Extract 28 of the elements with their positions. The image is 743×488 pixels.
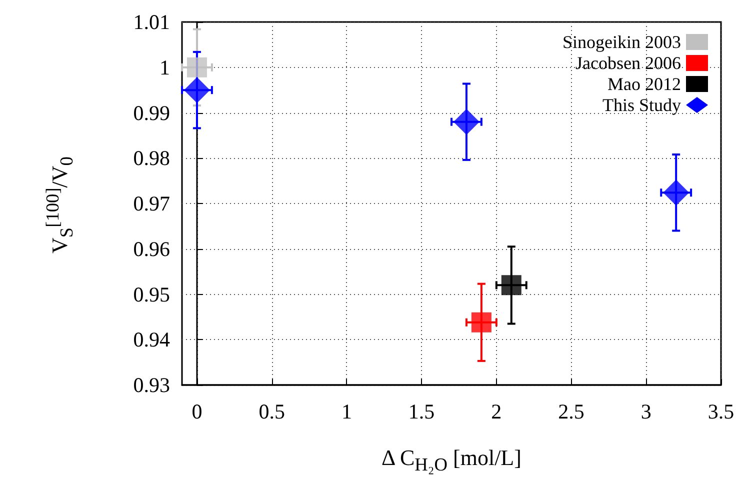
y-tick-label: 0.96 (133, 236, 170, 261)
x-axis-title: Δ C$_{H₂O}$ [mol/L] (380, 445, 522, 476)
x-tick-label: 2.5 (558, 400, 584, 424)
point (663, 180, 690, 206)
point (471, 312, 492, 332)
x-tick-label: 3.5 (708, 400, 734, 424)
point (453, 108, 480, 135)
x-tick-label: 1 (341, 400, 352, 424)
y-tick-label: 0.98 (133, 146, 170, 170)
point (184, 77, 210, 104)
y-tick-label: 0.94 (133, 328, 170, 352)
y-tick-label: 0.97 (133, 192, 170, 216)
y-tick-label: 0.93 (133, 373, 170, 397)
y-tick-label: 1.01 (133, 10, 170, 34)
legend-label: Jacobsen 2006 (576, 53, 681, 73)
y-tick-label: 0.95 (133, 282, 170, 306)
legend-label: Sinogeikin 2003 (562, 32, 681, 52)
legend-label: This Study (602, 95, 681, 115)
x-tick-label: 0 (192, 400, 202, 424)
y-tick-label: 1 (160, 55, 170, 80)
x-tick-label: 3 (640, 400, 652, 424)
x-tick-label: 0.5 (258, 400, 285, 424)
legend-label: Mao 2012 (608, 74, 681, 94)
point (501, 275, 522, 296)
x-tick-label: 2 (491, 400, 502, 424)
x-tick-label: 1.5 (408, 400, 435, 424)
point (186, 57, 207, 78)
y-tick-label: 0.99 (133, 100, 170, 125)
